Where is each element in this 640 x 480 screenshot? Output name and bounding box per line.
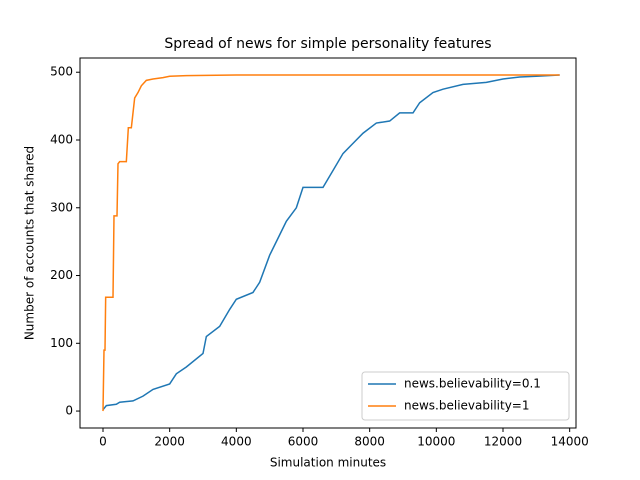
x-tick-label: 0 bbox=[99, 435, 107, 449]
legend-box bbox=[361, 371, 570, 421]
chart-title: Spread of news for simple personality fe… bbox=[164, 36, 491, 52]
x-tick-label: 2000 bbox=[154, 435, 185, 449]
x-tick-label: 8000 bbox=[354, 435, 385, 449]
plot-frame bbox=[79, 57, 577, 429]
y-tick-label: 100 bbox=[50, 336, 73, 350]
y-axis-label: Number of accounts that shared bbox=[23, 146, 37, 340]
y-tick-label: 400 bbox=[50, 132, 73, 146]
legend-label: news.believability=1 bbox=[404, 399, 530, 413]
x-tick-label: 14000 bbox=[551, 435, 589, 449]
y-tick-label: 0 bbox=[65, 404, 73, 418]
x-tick-label: 10000 bbox=[417, 435, 455, 449]
x-tick-label: 12000 bbox=[484, 435, 522, 449]
series-line bbox=[102, 74, 560, 412]
y-tick-label: 500 bbox=[50, 65, 73, 79]
legend-label: news.believability=0.1 bbox=[404, 377, 541, 391]
x-axis-label: Simulation minutes bbox=[270, 456, 386, 470]
x-tick-label: 4000 bbox=[221, 435, 252, 449]
y-tick-label: 200 bbox=[50, 268, 73, 282]
y-tick-label: 300 bbox=[50, 200, 73, 214]
series-line bbox=[102, 74, 560, 411]
x-tick-label: 6000 bbox=[288, 435, 319, 449]
